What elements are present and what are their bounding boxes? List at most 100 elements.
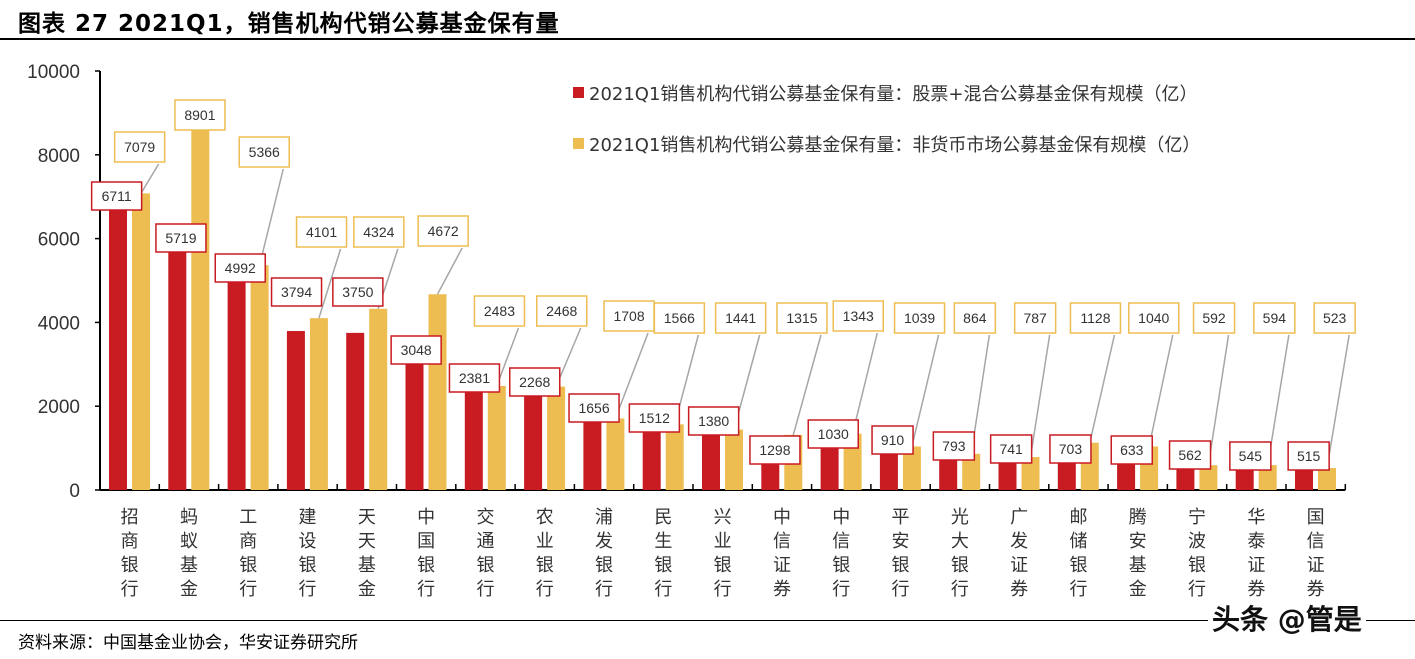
bar-series1 (1176, 466, 1195, 490)
x-category-label-char: 天 (358, 531, 376, 552)
bar-series1 (346, 332, 365, 490)
bar-series1 (702, 432, 720, 490)
bar-series1 (820, 446, 839, 490)
x-category-label-char: 行 (1069, 579, 1087, 600)
x-category-label-char: 行 (476, 579, 494, 600)
data-label-box-series1 (270, 277, 323, 307)
data-label-series2: 787 (1023, 310, 1047, 326)
data-label-series1: 793 (942, 438, 966, 454)
leader-line (614, 332, 649, 419)
data-label-box-series2 (473, 295, 526, 327)
bar-series1 (1235, 467, 1254, 490)
data-label-series1: 2381 (459, 370, 490, 386)
x-category-label-char: 银 (595, 555, 613, 576)
x-category-label-char: 中 (832, 507, 850, 528)
bar-series2 (606, 418, 625, 490)
leader-line (911, 334, 940, 447)
data-label-series1: 3794 (281, 284, 312, 300)
x-category-label-char: 泰 (1247, 531, 1265, 552)
y-tick-label: 8000 (38, 146, 80, 167)
x-category-label-char: 国 (417, 531, 435, 552)
data-label-box-series1 (1287, 441, 1330, 471)
data-label-box-series2 (893, 302, 946, 334)
bar-series1 (168, 250, 187, 490)
x-category-label-char: 证 (1247, 555, 1265, 576)
x-category-label-char: 交 (476, 507, 494, 528)
data-label-box-series1 (749, 435, 801, 465)
data-label-box-series1 (871, 425, 914, 455)
x-category-label-char: 行 (654, 579, 672, 600)
x-category-label-char: 银 (121, 555, 139, 576)
legend-label: 2021Q1销售机构代销公募基金保有量：股票+混合公募基金保有规模（亿） (589, 84, 1198, 105)
data-label-series2: 2483 (484, 303, 515, 319)
data-label-box-series1 (1229, 441, 1272, 471)
data-label-series1: 5719 (165, 230, 196, 246)
bar-series2 (309, 318, 328, 490)
data-label-box-series2 (953, 302, 997, 334)
bar-series2 (547, 386, 566, 490)
data-label-box-series2 (1192, 302, 1236, 334)
data-label-series2: 592 (1202, 310, 1226, 326)
bar-series2 (1199, 465, 1218, 490)
data-label-box-series1 (155, 223, 207, 253)
data-label-box-series2 (238, 136, 290, 168)
leader-line (258, 168, 284, 266)
title-divider (0, 38, 1415, 40)
leader-line (1148, 334, 1174, 447)
x-category-label-char: 农 (536, 507, 554, 528)
bar-series2 (487, 385, 506, 490)
data-label-box-series2 (536, 295, 588, 327)
bar-series2 (665, 424, 684, 490)
data-label-box-series1 (448, 363, 501, 393)
x-category-label-char: 基 (1129, 555, 1147, 576)
x-category-label-char: 信 (832, 531, 850, 552)
x-category-label-char: 光 (951, 507, 969, 528)
x-category-label-char: 金 (1129, 579, 1147, 600)
data-label-series1: 1656 (578, 400, 609, 416)
x-category-label-char: 腾 (1129, 507, 1147, 528)
leader-line (436, 247, 463, 295)
x-category-label-char: 通 (476, 531, 494, 552)
y-tick-label: 2000 (38, 397, 80, 418)
x-category-label-char: 行 (832, 579, 850, 600)
data-label-series2: 1128 (1080, 310, 1110, 326)
bar-series2 (428, 294, 447, 490)
x-category-label-char: 行 (536, 579, 554, 600)
x-category-label-char: 行 (714, 579, 732, 600)
data-label-series2: 1441 (725, 310, 756, 326)
data-label-box-series1 (332, 277, 384, 307)
data-label-box-series1 (989, 434, 1033, 464)
legend-label: 2021Q1销售机构代销公募基金保有量：非货币市场公募基金保有规模（亿） (589, 135, 1200, 156)
bar-series1 (642, 426, 661, 490)
data-label-box-series2 (653, 302, 706, 334)
x-category-label-char: 建 (299, 507, 317, 528)
data-label-box-series2 (832, 300, 884, 332)
x-category-label-char: 储 (1069, 531, 1087, 552)
x-category-label-char: 券 (1010, 579, 1028, 600)
x-category-label-char: 行 (1188, 579, 1206, 600)
data-label-series1: 1380 (698, 413, 729, 429)
data-label-series1: 633 (1120, 442, 1144, 458)
leader-line (1029, 334, 1051, 458)
x-category-label-char: 宁 (1188, 507, 1206, 528)
bar-series2 (725, 429, 743, 490)
leader-line (496, 327, 520, 387)
data-label-series2: 8901 (184, 107, 215, 123)
data-label-box-series1 (807, 419, 859, 449)
data-label-box-series2 (714, 302, 767, 334)
data-label-series1: 741 (999, 441, 1023, 457)
bar-series1 (524, 394, 543, 490)
x-category-label-char: 招 (121, 507, 139, 528)
leader-line (1326, 334, 1350, 469)
bar-series1 (583, 420, 602, 490)
x-category-label-char: 券 (1247, 579, 1265, 600)
leader-line (318, 248, 342, 319)
x-category-label-char: 信 (1307, 531, 1325, 552)
bar-series2 (1318, 468, 1336, 490)
x-category-label-char: 金 (180, 579, 198, 600)
x-category-label-char: 业 (536, 531, 554, 552)
data-label-series2: 7079 (124, 139, 155, 155)
data-label-box-series1 (90, 181, 143, 211)
x-category-label-char: 基 (180, 555, 198, 576)
